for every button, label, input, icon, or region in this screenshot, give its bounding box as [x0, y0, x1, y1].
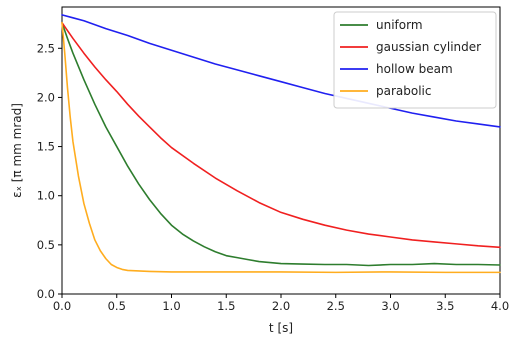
x-tick-label: 3.5	[436, 299, 454, 313]
x-tick-label: 1.0	[162, 299, 180, 313]
x-tick-label: 0.5	[108, 299, 126, 313]
x-axis: 0.0 0.5 1.0 1.5 2.0 2.5 3.0 3.5 4.0	[53, 294, 509, 313]
series-layer	[61, 14, 501, 274]
legend-entry-label: uniform	[376, 18, 423, 32]
x-tick-label: 1.5	[217, 299, 235, 313]
y-tick-label: 2.5	[37, 41, 55, 55]
y-axis-label: εₓ [π mm mrad]	[10, 103, 24, 198]
x-tick-label: 3.0	[381, 299, 399, 313]
y-axis: 0.0 0.5 1.0 1.5 2.0 2.5	[37, 41, 62, 301]
x-axis-label: t [s]	[269, 321, 293, 335]
series-line-uniform	[61, 21, 501, 267]
y-tick-label: 2.0	[37, 90, 55, 104]
legend-box	[333, 11, 497, 109]
series-line-hollow-beam	[61, 14, 501, 128]
series-line-gaussian-cylinder	[61, 21, 501, 249]
x-tick-label: 0.0	[53, 299, 71, 313]
legend-entry-label: gaussian cylinder	[376, 40, 481, 54]
y-tick-label: 0.5	[37, 238, 55, 252]
x-tick-label: 2.0	[272, 299, 290, 313]
series-line-parabolic	[61, 21, 501, 274]
y-tick-label: 0.0	[37, 287, 55, 301]
y-tick-label: 1.5	[37, 140, 55, 154]
x-tick-label: 4.0	[491, 299, 509, 313]
legend-entry-label: hollow beam	[376, 62, 453, 76]
y-tick-label: 1.0	[37, 189, 55, 203]
legend: uniform gaussian cylinder hollow beam parab…	[333, 11, 497, 109]
legend-entry-label: parabolic	[376, 84, 431, 98]
x-tick-label: 2.5	[327, 299, 345, 313]
